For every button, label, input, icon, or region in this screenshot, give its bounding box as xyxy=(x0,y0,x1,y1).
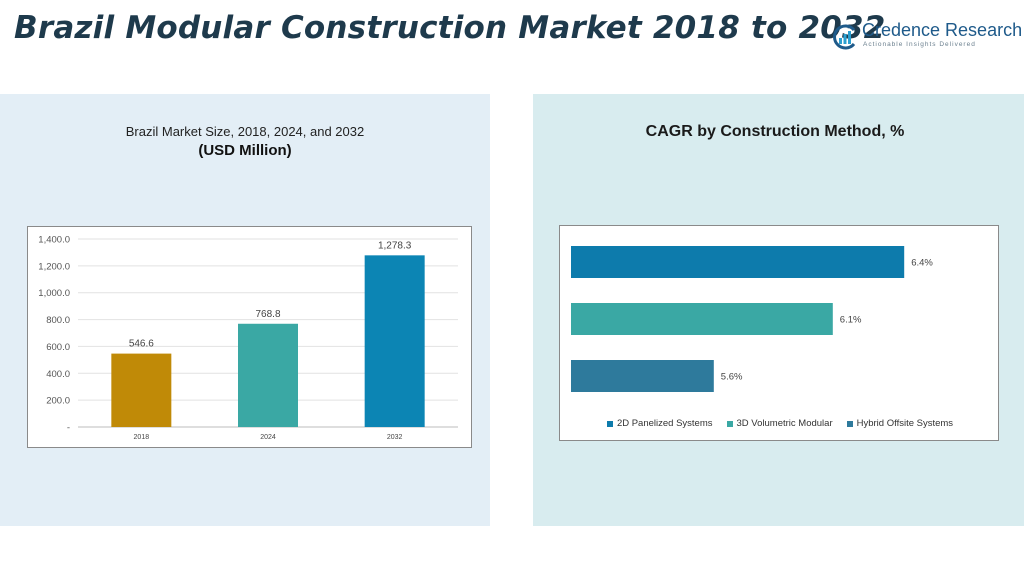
legend-swatch-hybrid xyxy=(846,420,853,427)
y-tick-label: 800.0 xyxy=(46,315,70,326)
legend-swatch-3d xyxy=(726,420,733,427)
y-tick-label: 1,400.0 xyxy=(38,235,70,246)
legend-item-3d: 3D Volumetric Modular xyxy=(726,418,833,429)
credence-research-logo: Credence Research Actionable Insights De… xyxy=(832,20,1022,56)
legend-item-hybrid: Hybrid Offsite Systems xyxy=(846,418,954,429)
cagr-chart-title: CAGR by Construction Method, % xyxy=(645,123,905,140)
bar-value-label: 546.6 xyxy=(129,339,154,350)
bar-value-label: 1,278.3 xyxy=(378,240,412,251)
y-tick-label: - xyxy=(67,423,70,434)
cagr-value-label: 5.6% xyxy=(721,372,743,383)
y-tick-label: 1,000.0 xyxy=(38,288,70,299)
bar-2024 xyxy=(238,323,298,427)
x-tick-label: 2018 xyxy=(134,434,150,441)
cagr-chart-svg: 6.4% 6.1% 5.6% xyxy=(571,246,933,392)
market-size-chart-subtitle: (USD Million) xyxy=(198,142,292,159)
cagr-value-label: 6.1% xyxy=(840,315,862,326)
page-title: Brazil Modular Construction Market 2018 … xyxy=(14,10,886,46)
cagr-chart: 6.4% 6.1% 5.6% xyxy=(559,225,999,441)
cagr-legend: 2D Panelized Systems 3D Volumetric Modul… xyxy=(570,418,990,429)
legend-swatch-2d xyxy=(606,420,613,427)
y-tick-label: 400.0 xyxy=(46,369,70,380)
cagr-value-label: 6.4% xyxy=(911,258,933,269)
market-size-chart-svg: - 200.0 400.0 600.0 800.0 1,000.0 1,200.0 1,400… xyxy=(38,235,458,441)
bar-value-label: 768.8 xyxy=(255,309,280,320)
legend-label-hybrid: Hybrid Offsite Systems xyxy=(856,418,954,429)
y-tick-label: 200.0 xyxy=(46,396,70,407)
market-size-chart: - 200.0 400.0 600.0 800.0 1,000.0 1,200.0 1,400… xyxy=(27,226,472,448)
cagr-bar-0 xyxy=(571,246,905,278)
cagr-bar-2 xyxy=(571,360,714,392)
y-tick-label: 1,200.0 xyxy=(38,261,70,272)
bar-2032 xyxy=(364,255,425,427)
legend-item-2d: 2D Panelized Systems xyxy=(606,418,713,429)
logo-icon xyxy=(833,24,856,50)
cagr-bar-1 xyxy=(571,303,833,335)
y-tick-label: 600.0 xyxy=(46,342,70,353)
market-size-chart-title: Brazil Market Size, 2018, 2024, and 2032 xyxy=(125,124,365,139)
x-tick-label: 2032 xyxy=(387,434,403,441)
logo-name: Credence Research xyxy=(862,20,1023,40)
logo-tagline: Actionable Insights Delivered xyxy=(863,41,976,48)
legend-label-2d: 2D Panelized Systems xyxy=(616,418,713,429)
legend-label-3d: 3D Volumetric Modular xyxy=(736,418,833,429)
x-tick-label: 2024 xyxy=(260,434,276,441)
bar-2018 xyxy=(111,353,172,427)
